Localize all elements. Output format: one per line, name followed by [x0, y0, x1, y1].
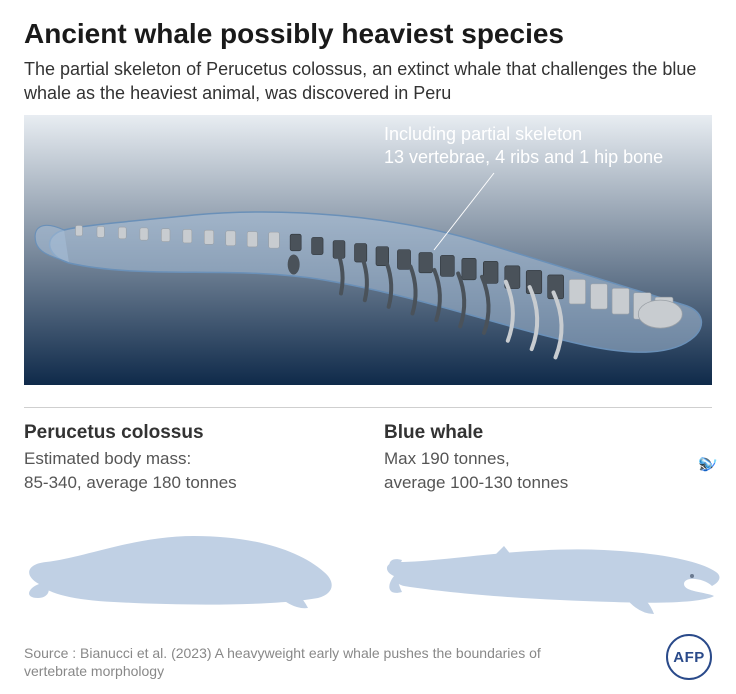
perucetus-line1: Estimated body mass:	[24, 448, 344, 470]
hero-illustration: Including partial skeleton 13 vertebrae,…	[24, 115, 712, 385]
bluewhale-line2: average 100-130 tonnes	[384, 472, 724, 494]
callout-line2: 13 vertebrae, 4 ribs and 1 hip bone	[384, 147, 663, 167]
footer: Source : Bianucci et al. (2023) A heavyw…	[24, 634, 712, 680]
section-divider	[24, 407, 712, 408]
perucetus-line2: 85-340, average 180 tonnes	[24, 472, 344, 494]
skeleton-callout: Including partial skeleton 13 vertebrae,…	[384, 123, 684, 170]
callout-line1: Including partial skeleton	[384, 124, 582, 144]
bluewhale-column: Blue whale Max 190 tonnes, average 100-1…	[384, 422, 724, 616]
afp-logo: AFP	[666, 634, 712, 680]
perucetus-title: Perucetus colossus	[24, 422, 344, 444]
page-subtitle: The partial skeleton of Perucetus coloss…	[24, 58, 712, 105]
comparison-row: Perucetus colossus Estimated body mass: …	[24, 422, 712, 616]
source-text: Source : Bianucci et al. (2023) A heavyw…	[24, 644, 584, 680]
page-title: Ancient whale possibly heaviest species	[24, 18, 712, 50]
bluewhale-title: Blue whale	[384, 422, 724, 444]
perucetus-column: Perucetus colossus Estimated body mass: …	[24, 422, 344, 616]
bluewhale-line1: Max 190 tonnes,	[384, 448, 724, 470]
bluewhale-silhouette	[384, 506, 724, 616]
perucetus-silhouette	[24, 506, 344, 616]
